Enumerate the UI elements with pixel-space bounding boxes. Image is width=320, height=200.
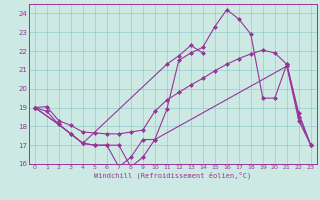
X-axis label: Windchill (Refroidissement éolien,°C): Windchill (Refroidissement éolien,°C) — [94, 172, 252, 179]
